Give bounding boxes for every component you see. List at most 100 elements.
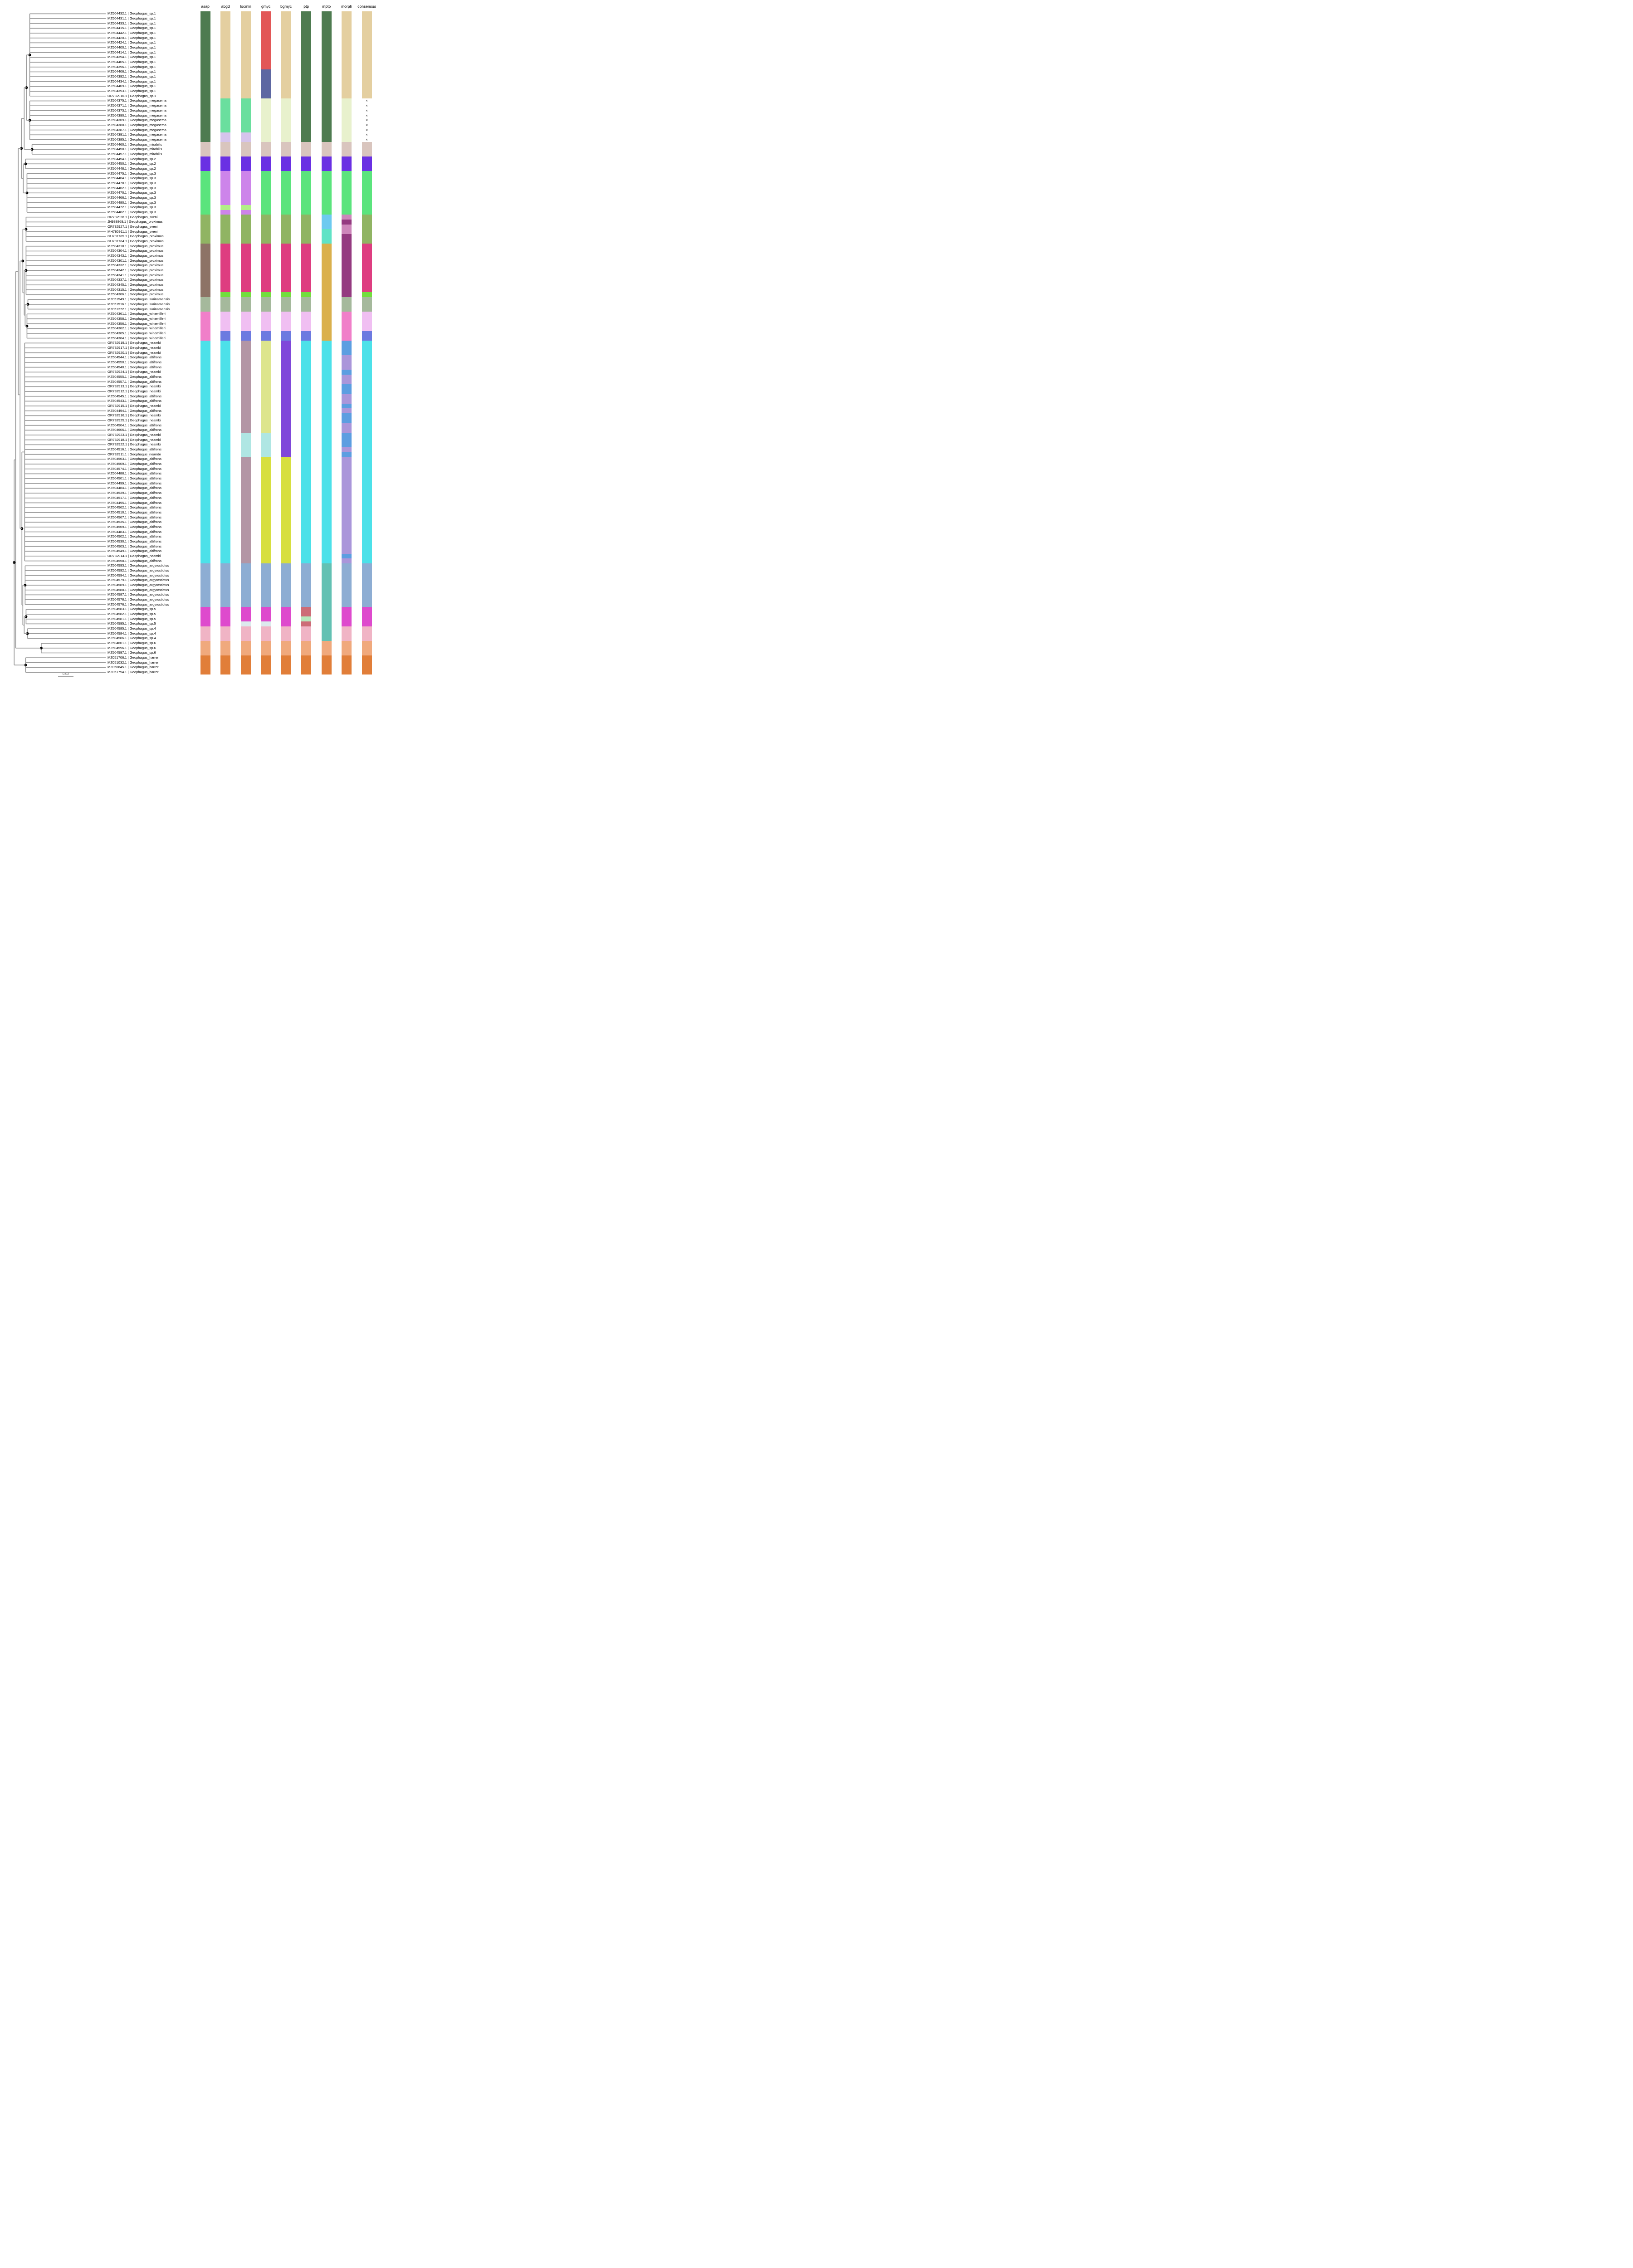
tip-label: MZ504480.1 | Geophagus_sp.3: [108, 200, 156, 205]
delimitation-segment: [342, 311, 352, 341]
delimitation-segment: [281, 607, 291, 626]
tip-label: MZ504562.1 | Geophagus_altifrons: [108, 505, 161, 510]
column-header-locmin: locmin: [240, 4, 251, 9]
tip-label: MZ504472.1 | Geophagus_sp.3: [108, 205, 156, 210]
tip-label: MZ504460.1 | Geophagus_mirabilis: [108, 142, 162, 147]
delimitation-segment: [342, 297, 352, 312]
delimitation-segment: [342, 408, 352, 414]
delimitation-segment: [240, 457, 251, 563]
tip-label: OR732923.1 | Geophagus_neambi: [108, 433, 161, 437]
delimitation-segment: [240, 210, 251, 215]
tip-label: OR732928.1 | Geophagus_sveni: [108, 215, 158, 219]
tip-label: MZ504581.1 | Geophagus_sp.5: [108, 616, 156, 621]
tip-label: MZ504482.1 | Geophagus_sp.3: [108, 210, 156, 215]
delimitation-segment: [301, 311, 312, 331]
tip-label: MZ504543.1 | Geophagus_altifrons: [108, 399, 161, 403]
tip-label: MZ504579.1 | Geophagus_argyrostictus: [108, 578, 169, 582]
tip-label: MZ504343.1 | Geophagus_proximus: [108, 254, 164, 258]
delimitation-segment: [281, 655, 291, 675]
delimitation-segment: [220, 292, 231, 297]
delimitation-segment: [321, 229, 332, 244]
tip-label: MZ504594.1 | Geophagus_argyrostictus: [108, 573, 169, 577]
tip-label: MZ504595.1 | Geophagus_sp.5: [108, 621, 156, 626]
tip-label: MZ504433.1 | Geophagus_sp.1: [108, 21, 156, 25]
delimitation-segment: [301, 340, 312, 563]
tip-label: MZ504394.1 | Geophagus_sp.1: [108, 55, 156, 59]
tip-label: MZ504387.1 | Geophagus_megasema: [108, 127, 166, 132]
delimitation-segment: [342, 171, 352, 215]
column-header-abgd: abgd: [221, 4, 230, 9]
delimitation-segment: [301, 331, 312, 341]
delimitation-segment: [200, 655, 210, 675]
tip-label: MZ504373.1 | Geophagus_megasema: [108, 108, 166, 113]
delimitation-segment: [342, 640, 352, 655]
delimitation-segment: [261, 432, 271, 457]
delimitation-segment: [321, 156, 332, 171]
tip-label: MZ051794.1 | Geophagus_harreri: [108, 670, 160, 675]
delimitation-segment: [281, 297, 291, 312]
delimitation-segment: [342, 553, 352, 559]
tip-label: MZ050845.1 | Geophagus_harreri: [108, 665, 160, 670]
delimitation-segment: [362, 292, 372, 297]
delimitation-segment: [301, 244, 312, 293]
tip-label: MZ504356.1 | Geophagus_winemilleri: [108, 321, 166, 326]
delimitation-segment: [362, 156, 372, 171]
delimitation-segment: [240, 171, 251, 205]
delimitation-segment: [220, 297, 231, 312]
tip-label: OR732924.1 | Geophagus_neambi: [108, 370, 161, 374]
delimitation-segment: [342, 394, 352, 404]
delimitation-segment: [220, 244, 231, 293]
delimitation-segment: [342, 340, 352, 355]
no-consensus-x-mark: ×: [366, 128, 368, 132]
tip-label: MZ504585.1 | Geophagus_sp.4: [108, 626, 156, 631]
delimitation-segment: [240, 640, 251, 655]
tip-label: MZ504475.1 | Geophagus_sp.3: [108, 171, 156, 176]
no-consensus-x-mark: ×: [366, 123, 368, 127]
delimitation-segment: [240, 132, 251, 142]
delimitation-segment: [240, 331, 251, 341]
delimitation-segment: [281, 171, 291, 215]
tip-label: OR732918.1 | Geophagus_neambi: [108, 437, 161, 442]
tip-label: MZ504484.1 | Geophagus_altifrons: [108, 486, 161, 490]
delimitation-segment: [301, 171, 312, 215]
delimitation-segment: [281, 640, 291, 655]
delimitation-segment: [342, 452, 352, 457]
delimitation-segment: [220, 563, 231, 607]
delimitation-segment: [342, 215, 352, 220]
delimitation-segment: [261, 215, 271, 244]
tip-label: MZ504502.1 | Geophagus_altifrons: [108, 534, 161, 539]
tip-label: MZ504495.1 | Geophagus_altifrons: [108, 500, 161, 505]
delimitation-segment: [321, 11, 332, 142]
delimitation-segment: [261, 98, 271, 142]
delimitation-segment: [342, 423, 352, 433]
delimitation-segment: [362, 655, 372, 675]
tip-label: MZ504549.1 | Geophagus_altifrons: [108, 549, 161, 553]
delimitation-segment: [301, 292, 312, 297]
delimitation-segment: [362, 142, 372, 157]
tip-label: MZ504393.1 | Geophagus_sp.1: [108, 89, 156, 93]
tip-label: MZ504332.1 | Geophagus_proximus: [108, 263, 164, 268]
delimitation-segment: [261, 297, 271, 312]
tip-label: MZ504544.1 | Geophagus_altifrons: [108, 355, 161, 360]
delimitation-segment: [362, 11, 372, 99]
tip-label: MZ504337.1 | Geophagus_proximus: [108, 278, 164, 282]
delimitation-segment: [281, 340, 291, 457]
delimitation-segment: [240, 626, 251, 641]
delimitation-segment: [240, 292, 251, 297]
delimitation-segment: [362, 297, 372, 312]
delimitation-segment: [200, 640, 210, 655]
delimitation-segment: [220, 171, 231, 205]
tip-label: MZ504406.1 | Geophagus_sp.1: [108, 69, 156, 74]
delimitation-segment: [261, 142, 271, 157]
delimitation-segment: [342, 156, 352, 171]
tip-label: MZ504606.1 | Geophagus_altifrons: [108, 428, 161, 432]
delimitation-segment: [342, 558, 352, 563]
tip-label: MZ504558.1 | Geophagus_altifrons: [108, 558, 161, 563]
delimitation-segment: [200, 563, 210, 607]
delimitation-segment: [200, 340, 210, 563]
delimitation-segment: [301, 621, 312, 626]
column-header-morph: morph: [341, 4, 352, 9]
delimitation-segment: [200, 11, 210, 142]
tip-label: MZ504369.1 | Geophagus_megasema: [108, 118, 166, 122]
tip-label: MZ504504.1 | Geophagus_altifrons: [108, 423, 161, 427]
